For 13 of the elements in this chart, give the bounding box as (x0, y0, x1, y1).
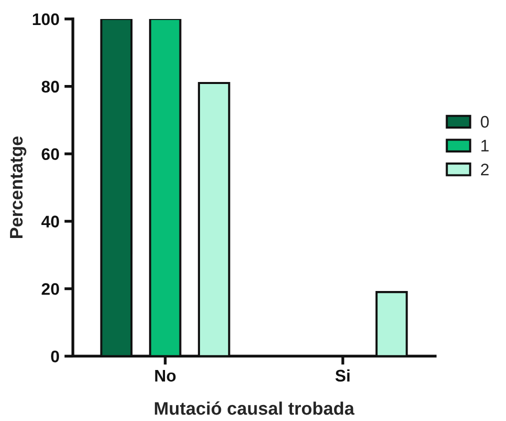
legend-label: 1 (481, 140, 489, 152)
y-tick-label: 0 (51, 350, 59, 362)
y-tick-label: 20 (42, 283, 59, 295)
y-axis-title: Percentatge (10, 136, 26, 238)
y-tick-label: 40 (41, 216, 59, 228)
y-tick-label: 100 (32, 13, 59, 26)
x-axis-title: Mutació causal trobada (154, 401, 354, 415)
x-tick-label: No (155, 370, 176, 382)
legend-label: 0 (480, 116, 489, 128)
y-tick-label: 60 (42, 148, 59, 160)
y-tick-label: 80 (42, 80, 59, 93)
legend-label: 2 (481, 164, 489, 176)
x-tick-label: Si (335, 369, 350, 382)
